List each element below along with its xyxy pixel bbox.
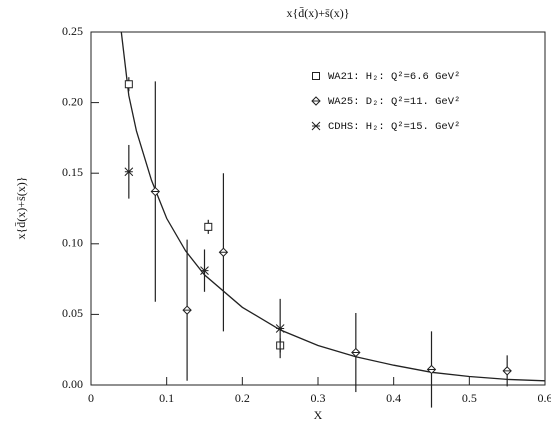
chart-title: x{d̄(x)+s̄(x)}	[287, 6, 350, 20]
fit-curve	[120, 31, 546, 382]
y-tick-label: 0.20	[62, 94, 83, 108]
legend-label: WA25: D₂: Q²=11. GeV²	[328, 96, 460, 108]
y-tick-label: 0.05	[62, 306, 83, 320]
x-tick-label: 0.4	[386, 391, 401, 405]
marker	[200, 266, 209, 275]
plot-frame	[90, 31, 546, 386]
x-axis-label: X	[314, 408, 323, 422]
x-tick-label: 0.5	[462, 391, 477, 405]
y-axis-label: x{d̄(x)+s̄(x)}	[14, 177, 28, 240]
marker	[218, 247, 229, 257]
legend-marker	[312, 72, 320, 80]
x-tick-label: 0.6	[538, 391, 551, 405]
marker	[502, 366, 512, 376]
y-tick-label: 0.25	[62, 24, 83, 38]
marker	[150, 186, 161, 197]
marker	[426, 364, 437, 375]
marker	[124, 167, 134, 177]
marker	[204, 222, 213, 231]
y-tick-label: 0.10	[62, 236, 83, 250]
legend-marker	[311, 121, 321, 131]
legend-label: WA21: H₂: Q²=6.6 GeV²	[328, 71, 460, 83]
marker	[182, 305, 192, 315]
legend-label: CDHS: H₂: Q²=15. GeV²	[328, 121, 460, 133]
marker	[275, 324, 285, 333]
marker	[351, 347, 361, 358]
marker	[124, 80, 133, 89]
x-tick-label: 0.3	[311, 391, 326, 405]
y-tick-label: 0.00	[62, 377, 83, 391]
x-tick-label: 0.1	[159, 391, 174, 405]
legend-marker	[311, 96, 321, 106]
x-tick-label: 0.2	[235, 391, 250, 405]
y-tick-label: 0.15	[62, 165, 83, 179]
x-tick-label: 0	[88, 391, 94, 405]
